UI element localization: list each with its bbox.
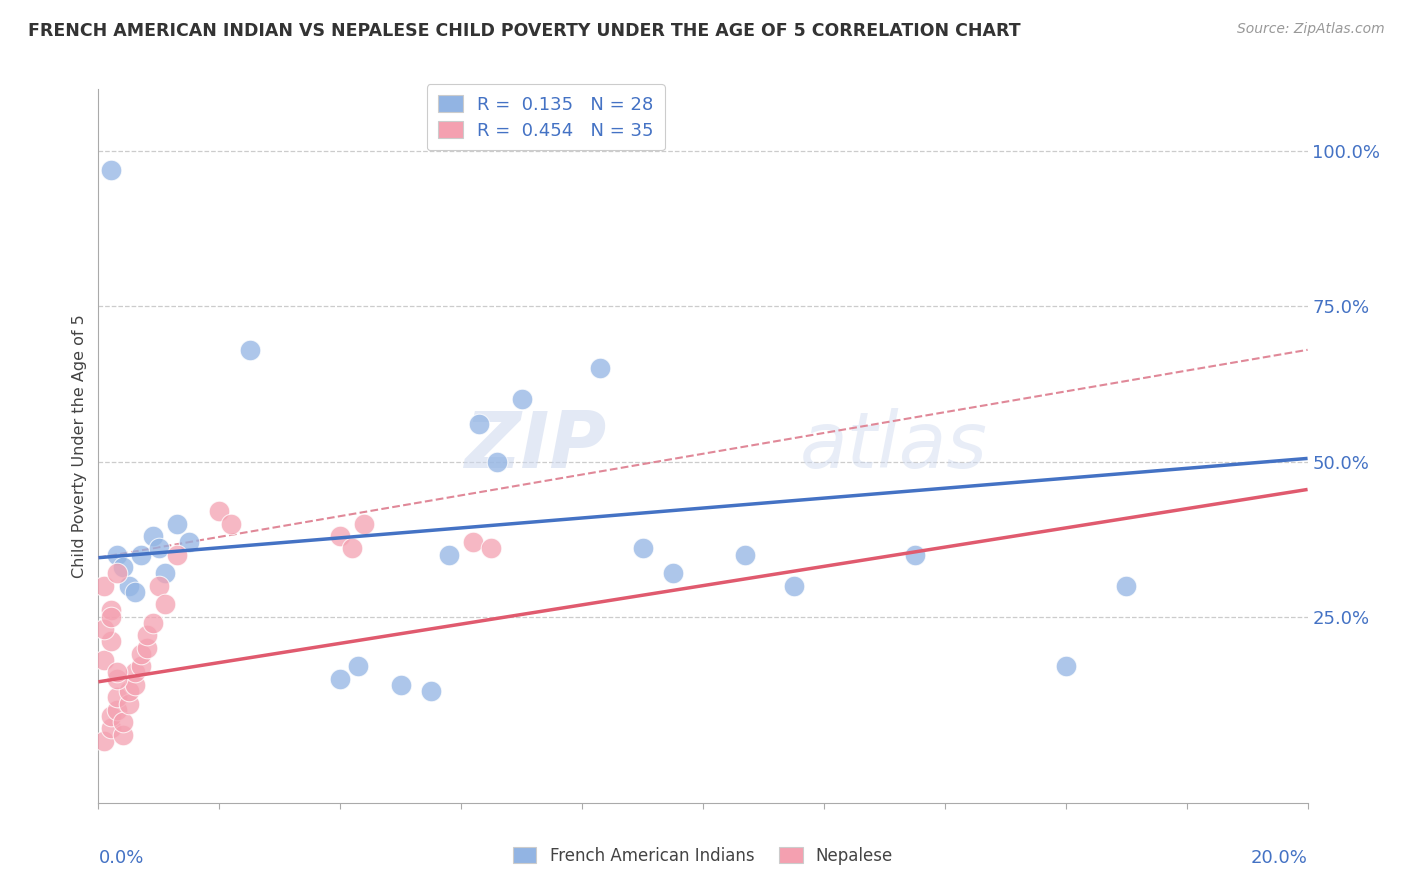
Point xyxy=(105,548,128,562)
Point xyxy=(342,541,364,556)
Point xyxy=(100,162,122,177)
Point xyxy=(631,541,654,556)
Point xyxy=(153,597,176,611)
Point xyxy=(148,541,170,556)
Point xyxy=(105,703,128,717)
Legend: French American Indians, Nepalese: French American Indians, Nepalese xyxy=(505,838,901,873)
Point xyxy=(389,678,412,692)
Text: 20.0%: 20.0% xyxy=(1251,849,1308,867)
Point xyxy=(208,504,231,518)
Point xyxy=(118,684,141,698)
Point xyxy=(100,603,122,617)
Point xyxy=(129,647,152,661)
Point xyxy=(353,516,375,531)
Point xyxy=(135,640,157,655)
Point xyxy=(100,709,122,723)
Point xyxy=(166,516,188,531)
Text: FRENCH AMERICAN INDIAN VS NEPALESE CHILD POVERTY UNDER THE AGE OF 5 CORRELATION : FRENCH AMERICAN INDIAN VS NEPALESE CHILD… xyxy=(28,22,1021,40)
Point xyxy=(129,659,152,673)
Point xyxy=(177,535,201,549)
Point xyxy=(105,665,128,680)
Point xyxy=(437,548,460,562)
Point xyxy=(329,672,352,686)
Point xyxy=(124,584,146,599)
Point xyxy=(111,715,134,730)
Point xyxy=(93,733,115,747)
Point xyxy=(129,548,152,562)
Point xyxy=(124,665,146,680)
Point xyxy=(463,535,485,549)
Point xyxy=(782,579,804,593)
Point xyxy=(661,566,683,581)
Point xyxy=(93,622,115,636)
Point xyxy=(105,690,128,705)
Point xyxy=(589,361,612,376)
Point xyxy=(904,548,927,562)
Point xyxy=(142,615,165,630)
Point xyxy=(221,516,243,531)
Point xyxy=(148,579,170,593)
Point xyxy=(100,609,122,624)
Point xyxy=(105,566,128,581)
Point xyxy=(419,684,441,698)
Point xyxy=(486,454,509,468)
Y-axis label: Child Poverty Under the Age of 5: Child Poverty Under the Age of 5 xyxy=(72,314,87,578)
Point xyxy=(100,722,122,736)
Point xyxy=(1054,659,1077,673)
Point xyxy=(135,628,157,642)
Point xyxy=(142,529,165,543)
Point xyxy=(118,697,141,711)
Point xyxy=(347,659,370,673)
Point xyxy=(329,529,352,543)
Point xyxy=(166,548,188,562)
Point xyxy=(124,678,146,692)
Point xyxy=(239,343,262,357)
Point xyxy=(153,566,176,581)
Point xyxy=(734,548,756,562)
Point xyxy=(468,417,491,432)
Point xyxy=(105,672,128,686)
Point xyxy=(118,579,141,593)
Point xyxy=(510,392,533,407)
Point xyxy=(1115,579,1137,593)
Text: 0.0%: 0.0% xyxy=(98,849,143,867)
Point xyxy=(481,541,503,556)
Text: Source: ZipAtlas.com: Source: ZipAtlas.com xyxy=(1237,22,1385,37)
Text: atlas: atlas xyxy=(800,408,987,484)
Point xyxy=(93,653,115,667)
Point xyxy=(93,579,115,593)
Text: ZIP: ZIP xyxy=(464,408,606,484)
Point xyxy=(111,560,134,574)
Point xyxy=(111,727,134,741)
Point xyxy=(100,634,122,648)
